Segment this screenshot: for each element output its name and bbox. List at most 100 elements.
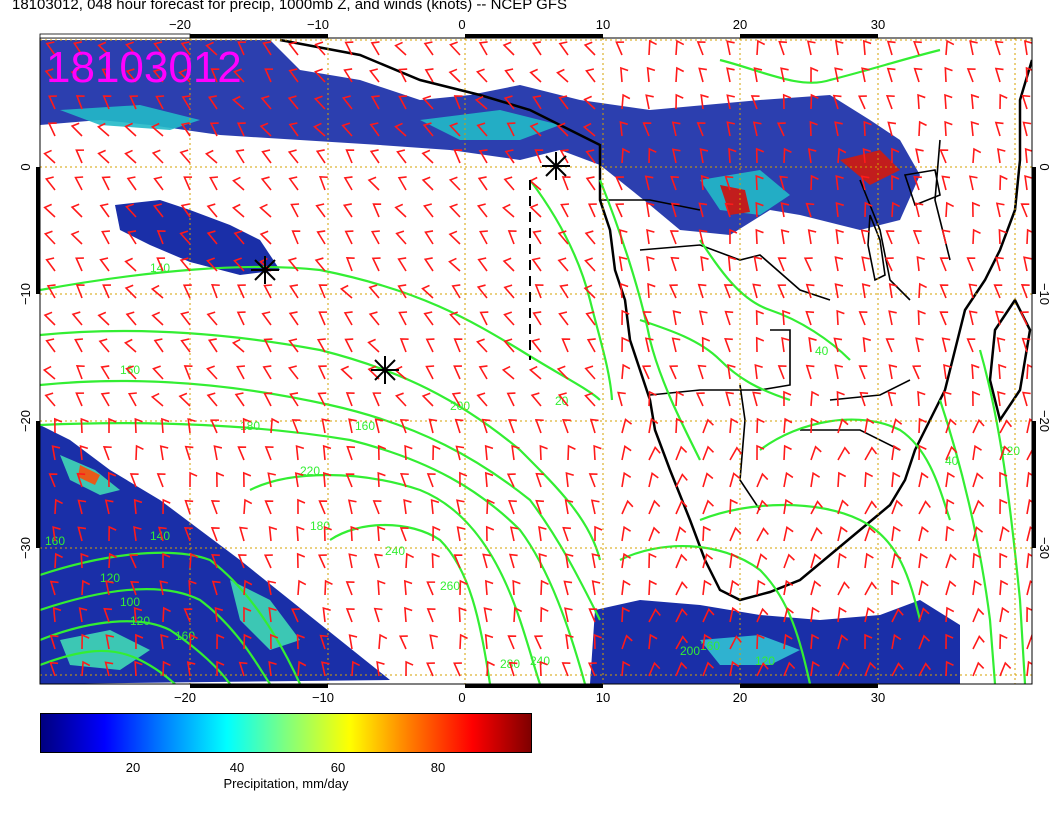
wind-barb [397,257,407,272]
wind-barb [999,471,1008,488]
lat-tick: −10 [18,283,33,305]
wind-barb [782,93,792,110]
wind-barb [621,336,630,353]
wind-barb [529,122,542,137]
wind-barb [752,121,762,137]
wind-barb [918,662,932,677]
wind-barb [511,445,520,461]
wind-barb [484,633,494,650]
wind-barb [448,176,461,191]
wind-barb [972,661,985,677]
wind-barb [725,391,734,407]
wind-barb [399,419,409,434]
wind-barb [1025,66,1032,83]
wind-barb [315,203,326,218]
wind-barb [313,122,326,137]
wind-barb [155,95,165,110]
wind-barb [675,39,685,56]
wind-barb [591,580,601,596]
wind-barb [945,498,955,515]
wind-barb [675,607,688,623]
wind-barb [783,417,793,434]
wind-barb [371,257,381,272]
wind-barb [891,471,901,488]
wind-barb [837,581,850,596]
wind-barb [584,392,596,407]
wind-barb [864,417,875,434]
wind-barb [585,311,596,326]
wind-barb [105,580,114,596]
wind-barb [862,147,872,164]
wind-barb [509,526,519,542]
wind-barb [1020,284,1030,299]
wind-barb [236,122,246,137]
wind-barb [648,499,661,515]
contour-label: 140 [150,261,170,275]
wind-barb [648,579,657,596]
wind-barb [80,417,89,434]
wind-barb [586,338,596,353]
wind-barb [589,418,599,434]
wind-barb [135,633,144,650]
wind-barb [211,553,220,569]
wind-barb [913,175,922,191]
wind-barb [699,148,709,164]
wind-barb [189,552,199,569]
wind-barb [183,365,193,380]
wind-barb [77,526,87,542]
wind-barb [810,580,822,596]
wind-barb [887,121,897,137]
wind-barb [233,68,245,83]
wind-barb [675,499,688,515]
wind-barb [478,149,488,164]
wind-barb [885,338,895,353]
wind-barb [810,93,819,110]
wind-barb [49,661,59,677]
wind-barb [288,41,299,56]
wind-barb [43,311,56,326]
colorbar-tick: 20 [125,760,141,775]
wind-barb [944,120,953,137]
wind-barb [503,338,515,353]
wind-barb [321,661,330,677]
wind-barb [179,257,191,272]
wind-barb [648,471,659,488]
wind-barb [124,284,137,299]
wind-barb [972,579,982,596]
wind-barb [153,203,164,218]
wind-barb [810,390,820,407]
lat-tick: −20 [1037,410,1052,432]
wind-barb [615,41,625,56]
wind-barb [207,95,218,110]
wind-barb [127,392,137,407]
wind-barb [507,230,517,245]
lake-victoria [903,169,941,207]
wind-barb [783,607,794,623]
wind-barb [700,94,709,110]
wind-barb [729,446,743,461]
storm-marker-gulf [542,152,570,180]
wind-barb [916,255,925,272]
wind-barb [729,552,739,569]
wind-barb [755,309,764,326]
wind-barb [913,67,923,83]
wind-barb [917,93,926,110]
wind-barb [344,41,354,56]
wind-barb [783,633,793,650]
contour-label: 40 [815,344,829,358]
wind-barb [702,607,715,623]
wind-barb [344,230,354,245]
wind-barb [101,68,111,83]
wind-barb [917,309,926,326]
wind-barb [501,203,515,218]
wind-barb [888,283,898,299]
wind-barb [891,147,900,164]
wind-barb [837,499,849,515]
wind-barb [369,122,380,137]
wind-barb [999,552,1008,569]
wind-barb [752,283,761,299]
wind-barb [913,40,922,56]
wind-barb [994,310,1004,326]
wind-barb [210,68,220,83]
wind-barb [288,122,299,137]
